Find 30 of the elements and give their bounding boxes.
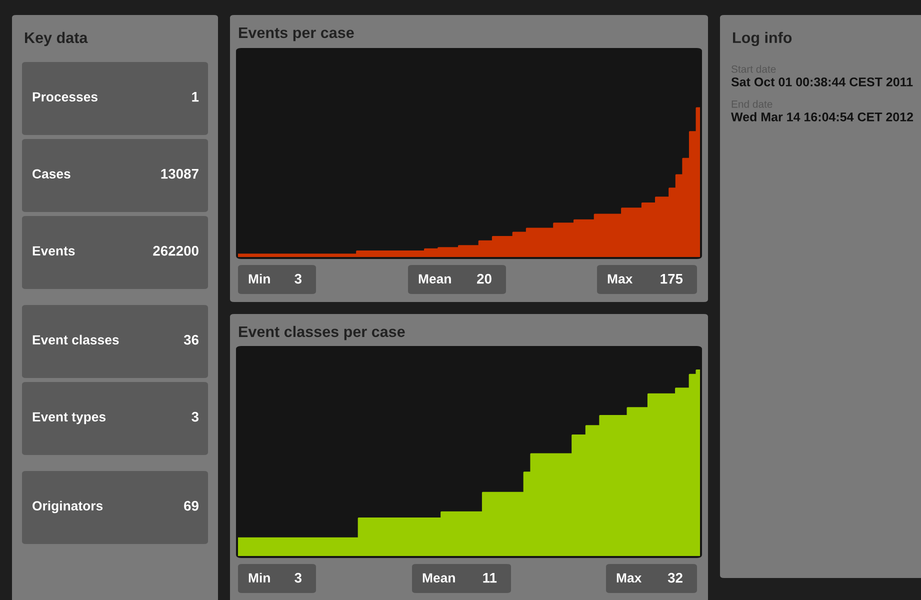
text: Sat Oct 01 00:38:44 CEST 2011 [731, 78, 913, 86]
text: Min [248, 572, 270, 582]
text: Mean [422, 573, 455, 583]
text: 3 [294, 572, 302, 583]
text: Event types [32, 412, 106, 424]
text: 32 [668, 572, 682, 583]
text: Cases [32, 169, 70, 179]
text: 20 [477, 274, 492, 284]
text: 3 [192, 412, 198, 422]
text: Max [608, 274, 633, 284]
text: Originators [32, 500, 103, 514]
text: Event classes [32, 334, 119, 345]
text: 175 [660, 274, 683, 284]
text: Log info [733, 32, 792, 46]
text: Processes [32, 92, 98, 102]
text: 13087 [161, 168, 198, 179]
text: 11 [483, 573, 497, 583]
text: Min [248, 274, 270, 284]
text: Mean [418, 274, 451, 284]
text: 1 [192, 92, 199, 102]
text: 3 [294, 274, 302, 284]
chart-title: Event classes per case [239, 326, 405, 340]
text: 69 [184, 500, 198, 511]
text: 36 [184, 334, 198, 345]
text: 262200 [153, 246, 198, 256]
text: Wed Mar 14 16:04:54 CET 2012 [731, 112, 914, 122]
chart-title: Events per case [239, 27, 354, 42]
text: Events [32, 246, 75, 256]
text: Max [616, 573, 642, 583]
text: Key data [25, 32, 88, 46]
